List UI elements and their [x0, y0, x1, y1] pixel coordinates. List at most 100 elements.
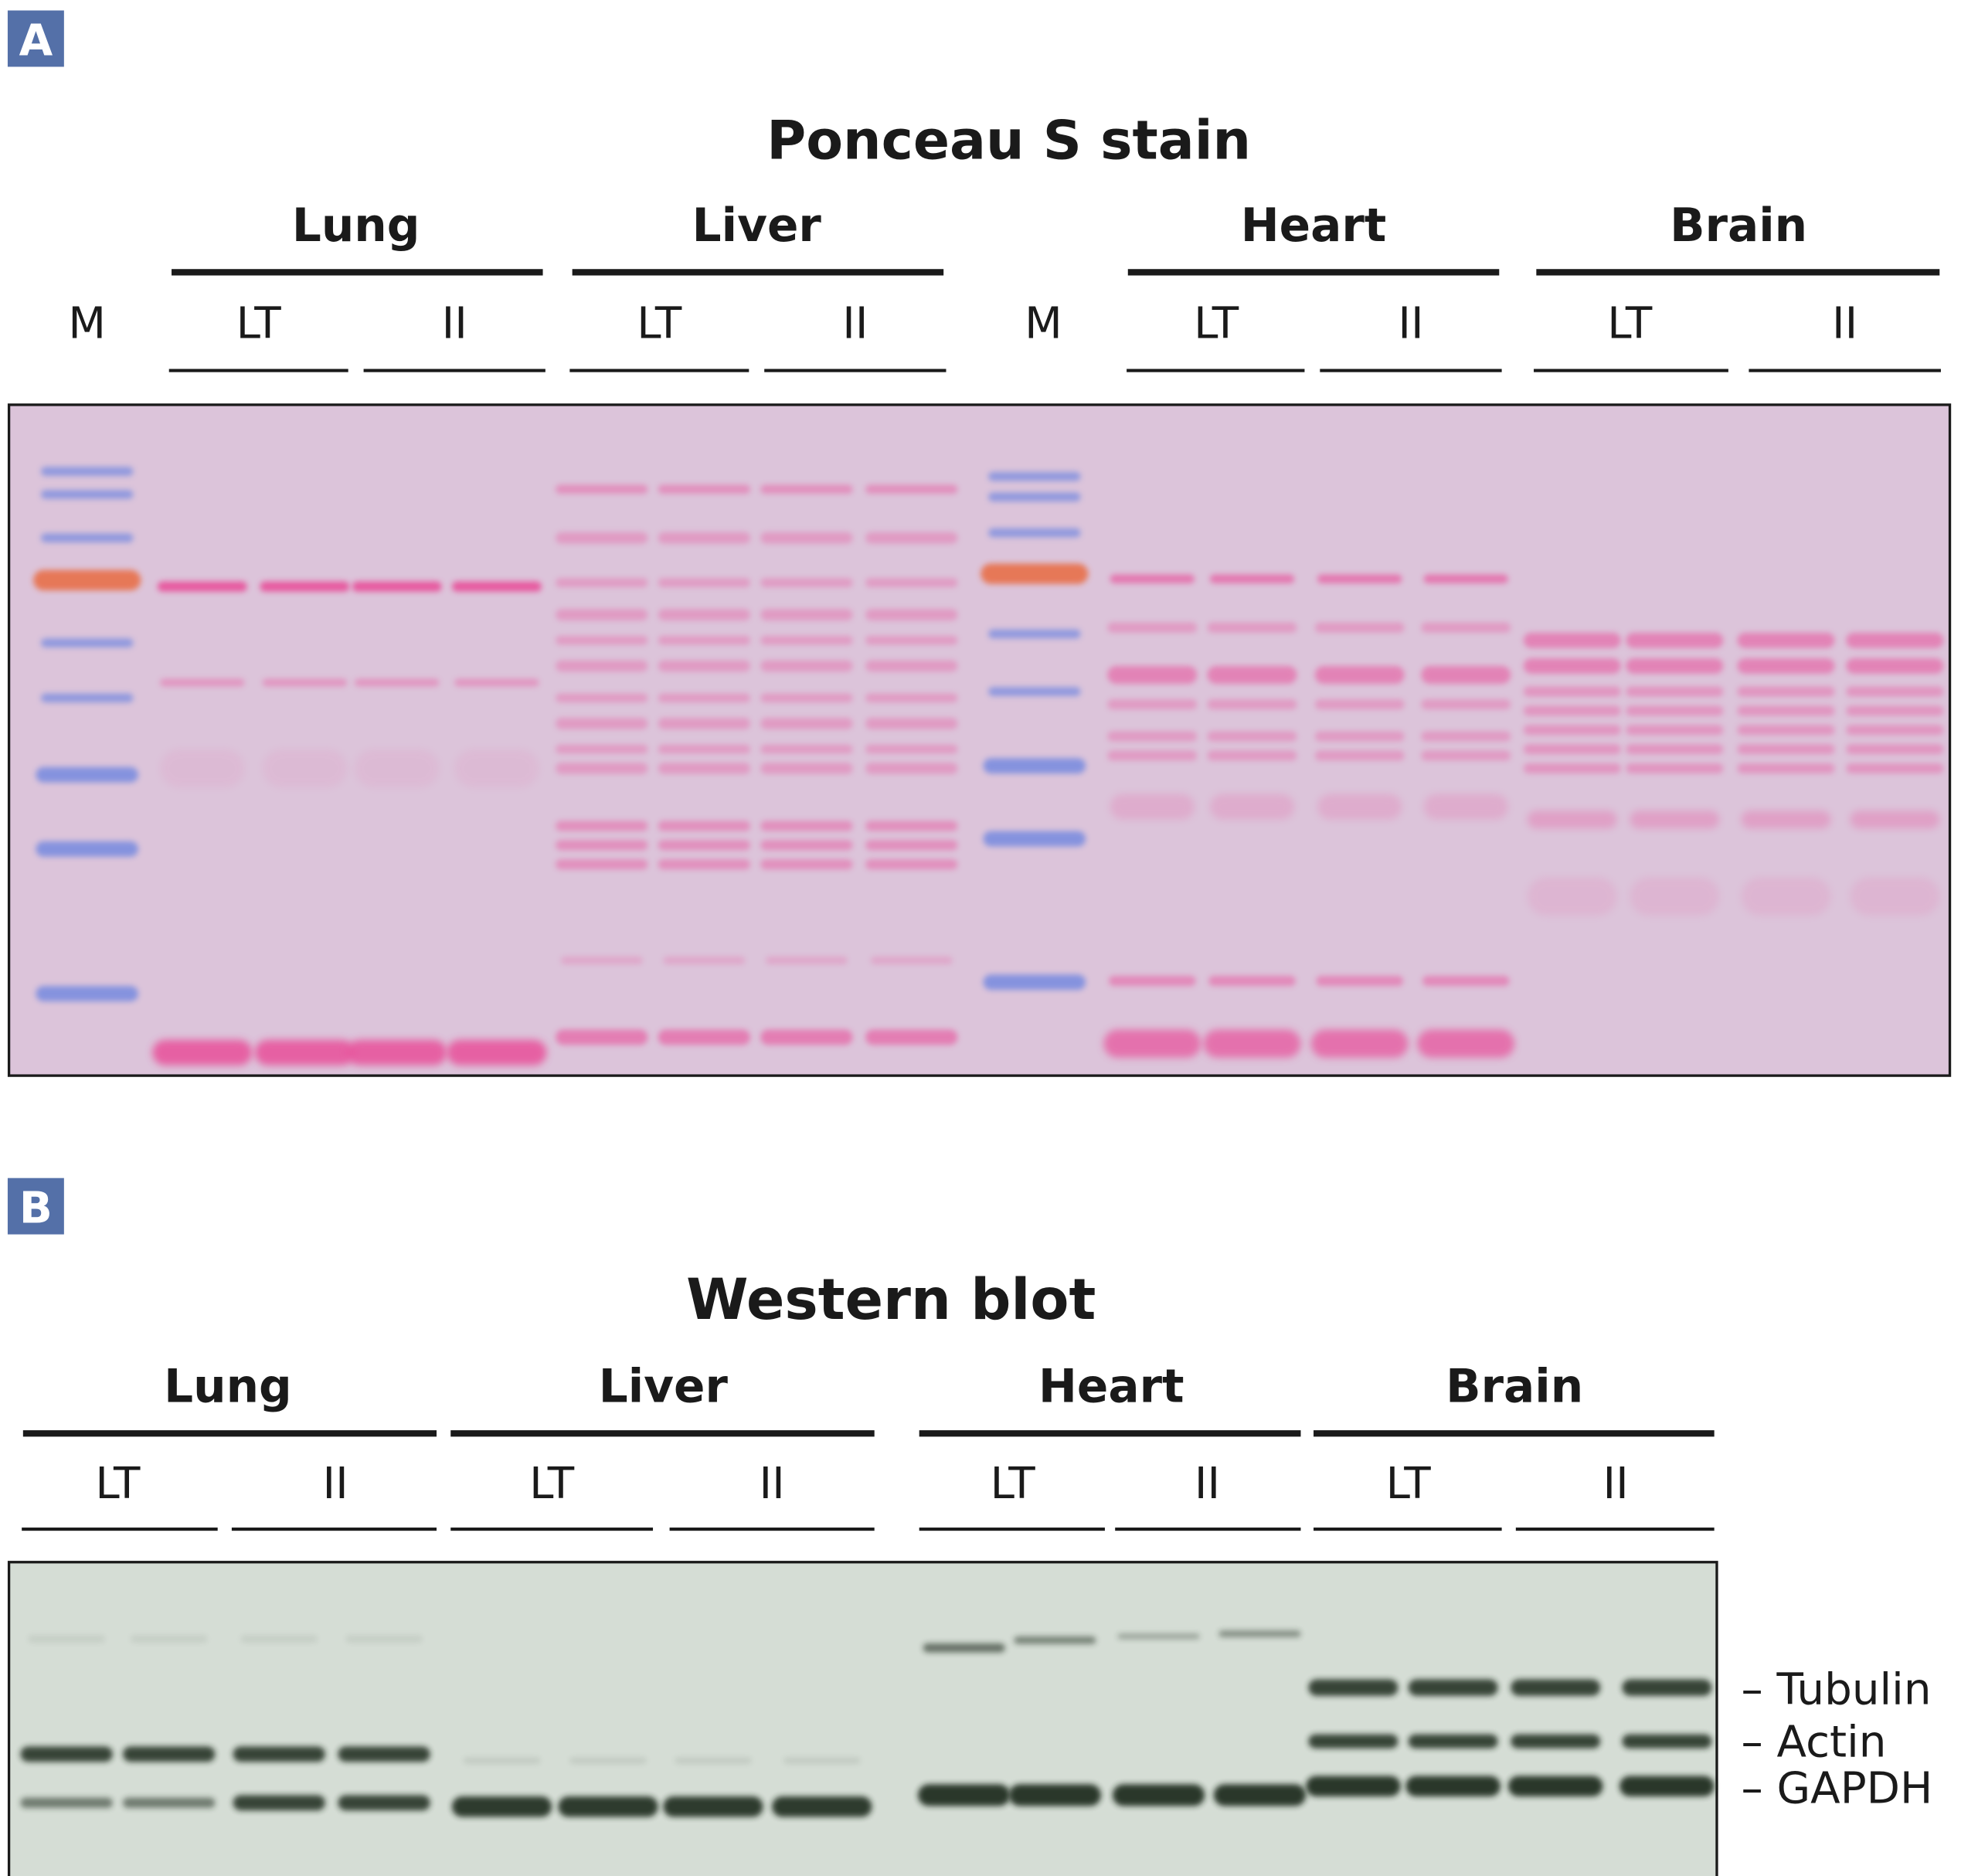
band	[447, 1039, 547, 1065]
condition-line	[919, 1528, 1105, 1531]
condition-label: LT	[1386, 1459, 1432, 1509]
condition-label: II	[1602, 1459, 1628, 1509]
tissue-label: Lung	[292, 199, 420, 253]
band	[865, 635, 958, 645]
band	[865, 609, 958, 621]
band	[240, 1635, 318, 1643]
band	[1850, 877, 1940, 916]
band	[1117, 1633, 1200, 1640]
tissue-group-line	[450, 1430, 875, 1437]
band	[260, 581, 350, 592]
condition-line	[1127, 369, 1305, 372]
condition-label: II	[323, 1459, 348, 1509]
tissue-label: Liver	[599, 1361, 729, 1414]
band	[1741, 811, 1831, 829]
band	[1209, 794, 1295, 820]
band	[345, 1635, 423, 1643]
band	[1737, 658, 1835, 674]
band	[988, 629, 1081, 639]
tissue-group-line	[172, 269, 543, 276]
band	[1316, 975, 1404, 987]
band	[338, 1746, 430, 1762]
band	[865, 1029, 958, 1045]
band	[1422, 975, 1510, 987]
band	[865, 484, 958, 494]
band	[1112, 1784, 1205, 1806]
band	[131, 1635, 208, 1643]
band	[760, 660, 853, 672]
band	[870, 957, 953, 964]
band	[1630, 877, 1720, 916]
band	[1523, 658, 1621, 674]
band	[1523, 763, 1621, 774]
band	[1107, 750, 1198, 761]
band	[760, 578, 853, 587]
band	[556, 718, 648, 729]
band	[556, 744, 648, 754]
tissue-label: Brain	[1446, 1361, 1583, 1414]
band	[556, 660, 648, 672]
band	[1423, 794, 1508, 820]
band	[760, 693, 853, 703]
tissue-label: Liver	[692, 199, 822, 253]
band	[1110, 574, 1195, 584]
condition-label: II	[760, 1459, 785, 1509]
band	[988, 687, 1081, 696]
band	[233, 1746, 325, 1762]
band	[41, 467, 134, 476]
tissue-group-line	[22, 1430, 437, 1437]
panel-b-badge-label: B	[19, 1184, 53, 1234]
band	[1107, 731, 1198, 742]
band	[556, 693, 648, 703]
band	[1405, 1776, 1500, 1796]
band	[1421, 750, 1511, 761]
band	[1310, 1029, 1409, 1058]
band	[123, 1797, 216, 1808]
band	[983, 758, 1086, 774]
band	[865, 660, 958, 672]
condition-line	[231, 1528, 437, 1531]
band	[1408, 1679, 1498, 1696]
band	[658, 609, 750, 621]
band	[658, 718, 750, 729]
band	[1737, 705, 1835, 716]
tissue-group-line	[1536, 269, 1940, 276]
band	[760, 762, 853, 774]
band	[1523, 743, 1621, 755]
band	[865, 840, 958, 851]
condition-label: LT	[1607, 299, 1653, 349]
band	[160, 749, 245, 788]
band	[41, 638, 134, 647]
band	[865, 532, 958, 544]
band	[254, 1039, 355, 1065]
band	[262, 749, 348, 788]
band	[1207, 750, 1297, 761]
band	[338, 1795, 430, 1811]
tissue-label: Heart	[1241, 199, 1387, 253]
band	[347, 1039, 447, 1065]
band	[1846, 743, 1944, 755]
condition-label: LT	[1194, 299, 1239, 349]
band	[36, 841, 138, 857]
band-label-actin: – Actin	[1741, 1718, 1886, 1768]
band	[352, 581, 442, 592]
condition-line	[1534, 369, 1728, 372]
condition-label: II	[842, 299, 868, 349]
band	[1846, 686, 1944, 697]
condition-label: LT	[95, 1459, 141, 1509]
band	[354, 749, 440, 788]
ponceau-membrane	[7, 403, 1952, 1077]
band	[36, 766, 138, 783]
band	[1741, 877, 1831, 916]
band	[354, 678, 440, 687]
condition-line	[1749, 369, 1941, 372]
band	[1626, 658, 1724, 674]
band	[658, 1029, 750, 1045]
band	[556, 762, 648, 774]
band	[1527, 877, 1617, 916]
band	[1511, 1679, 1601, 1696]
band	[760, 532, 853, 544]
marker-label: M	[1025, 299, 1062, 349]
band	[760, 484, 853, 494]
band	[865, 821, 958, 831]
